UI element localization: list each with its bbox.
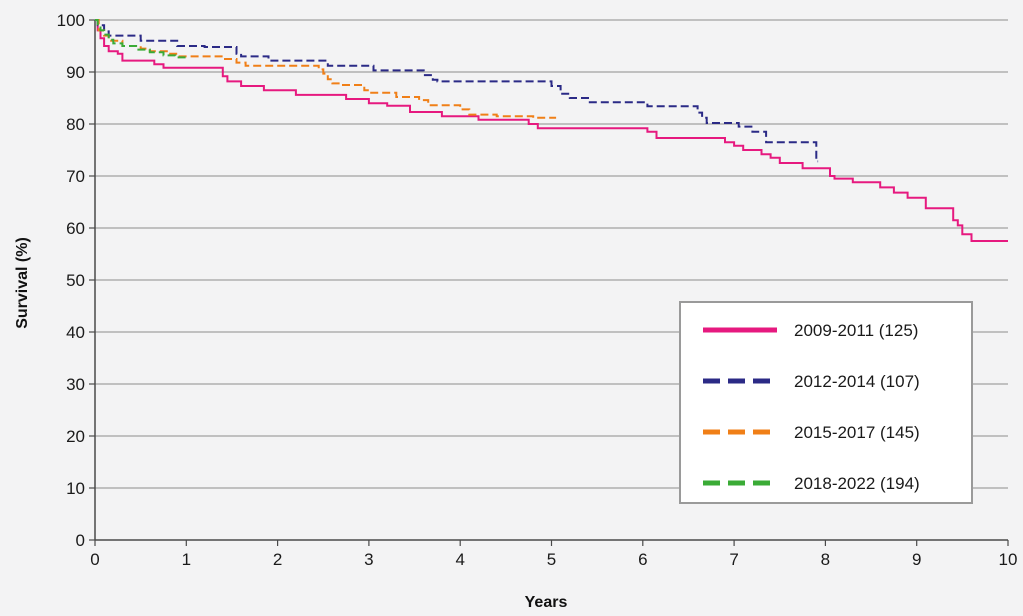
y-tick-label-9: 90 <box>66 63 85 82</box>
y-tick-label-4: 40 <box>66 323 85 342</box>
series-line-2015-2017 <box>95 19 557 119</box>
x-axis-ticks: 0 1 2 3 4 5 6 7 8 9 10 <box>90 540 1017 569</box>
y-tick-label-0: 0 <box>76 531 85 550</box>
y-tick-label-5: 50 <box>66 271 85 290</box>
legend: 2009-2011 (125) 2012-2014 (107) 2015-2017 … <box>679 301 973 504</box>
y-tick-label-3: 30 <box>66 375 85 394</box>
legend-label-2: 2015-2017 (145) <box>794 423 920 442</box>
y-axis-title: Survival (%) <box>14 237 31 329</box>
legend-label-0: 2009-2011 (125) <box>794 321 918 340</box>
x-tick-label-0: 0 <box>90 550 99 569</box>
y-tick-label-1: 10 <box>66 479 85 498</box>
legend-box <box>679 301 973 504</box>
x-tick-label-1: 1 <box>182 550 191 569</box>
y-tick-label-8: 80 <box>66 115 85 134</box>
x-axis-title: Years <box>525 594 568 611</box>
x-tick-label-7: 7 <box>729 550 738 569</box>
y-tick-label-7: 70 <box>66 167 85 186</box>
series-line-2018-2022 <box>95 19 187 59</box>
x-tick-label-3: 3 <box>364 550 373 569</box>
y-tick-label-2: 20 <box>66 427 85 446</box>
x-tick-label-6: 6 <box>638 550 647 569</box>
gridlines <box>95 19 1008 489</box>
legend-label-3: 2018-2022 (194) <box>794 474 920 493</box>
series-line-2012-2014 <box>95 19 819 163</box>
x-tick-label-9: 9 <box>912 550 921 569</box>
y-axis-ticks: 0 10 20 30 40 50 60 70 80 90 100 <box>57 11 95 550</box>
x-tick-label-8: 8 <box>821 550 830 569</box>
series-lines <box>95 19 1008 242</box>
y-tick-label-6: 60 <box>66 219 85 238</box>
x-tick-label-2: 2 <box>273 550 282 569</box>
y-tick-label-10: 100 <box>57 11 85 30</box>
legend-label-1: 2012-2014 (107) <box>794 372 920 391</box>
x-tick-label-10: 10 <box>999 550 1018 569</box>
x-tick-label-5: 5 <box>547 550 556 569</box>
x-tick-label-4: 4 <box>455 550 464 569</box>
series-line-2009-2011 <box>95 19 1008 242</box>
